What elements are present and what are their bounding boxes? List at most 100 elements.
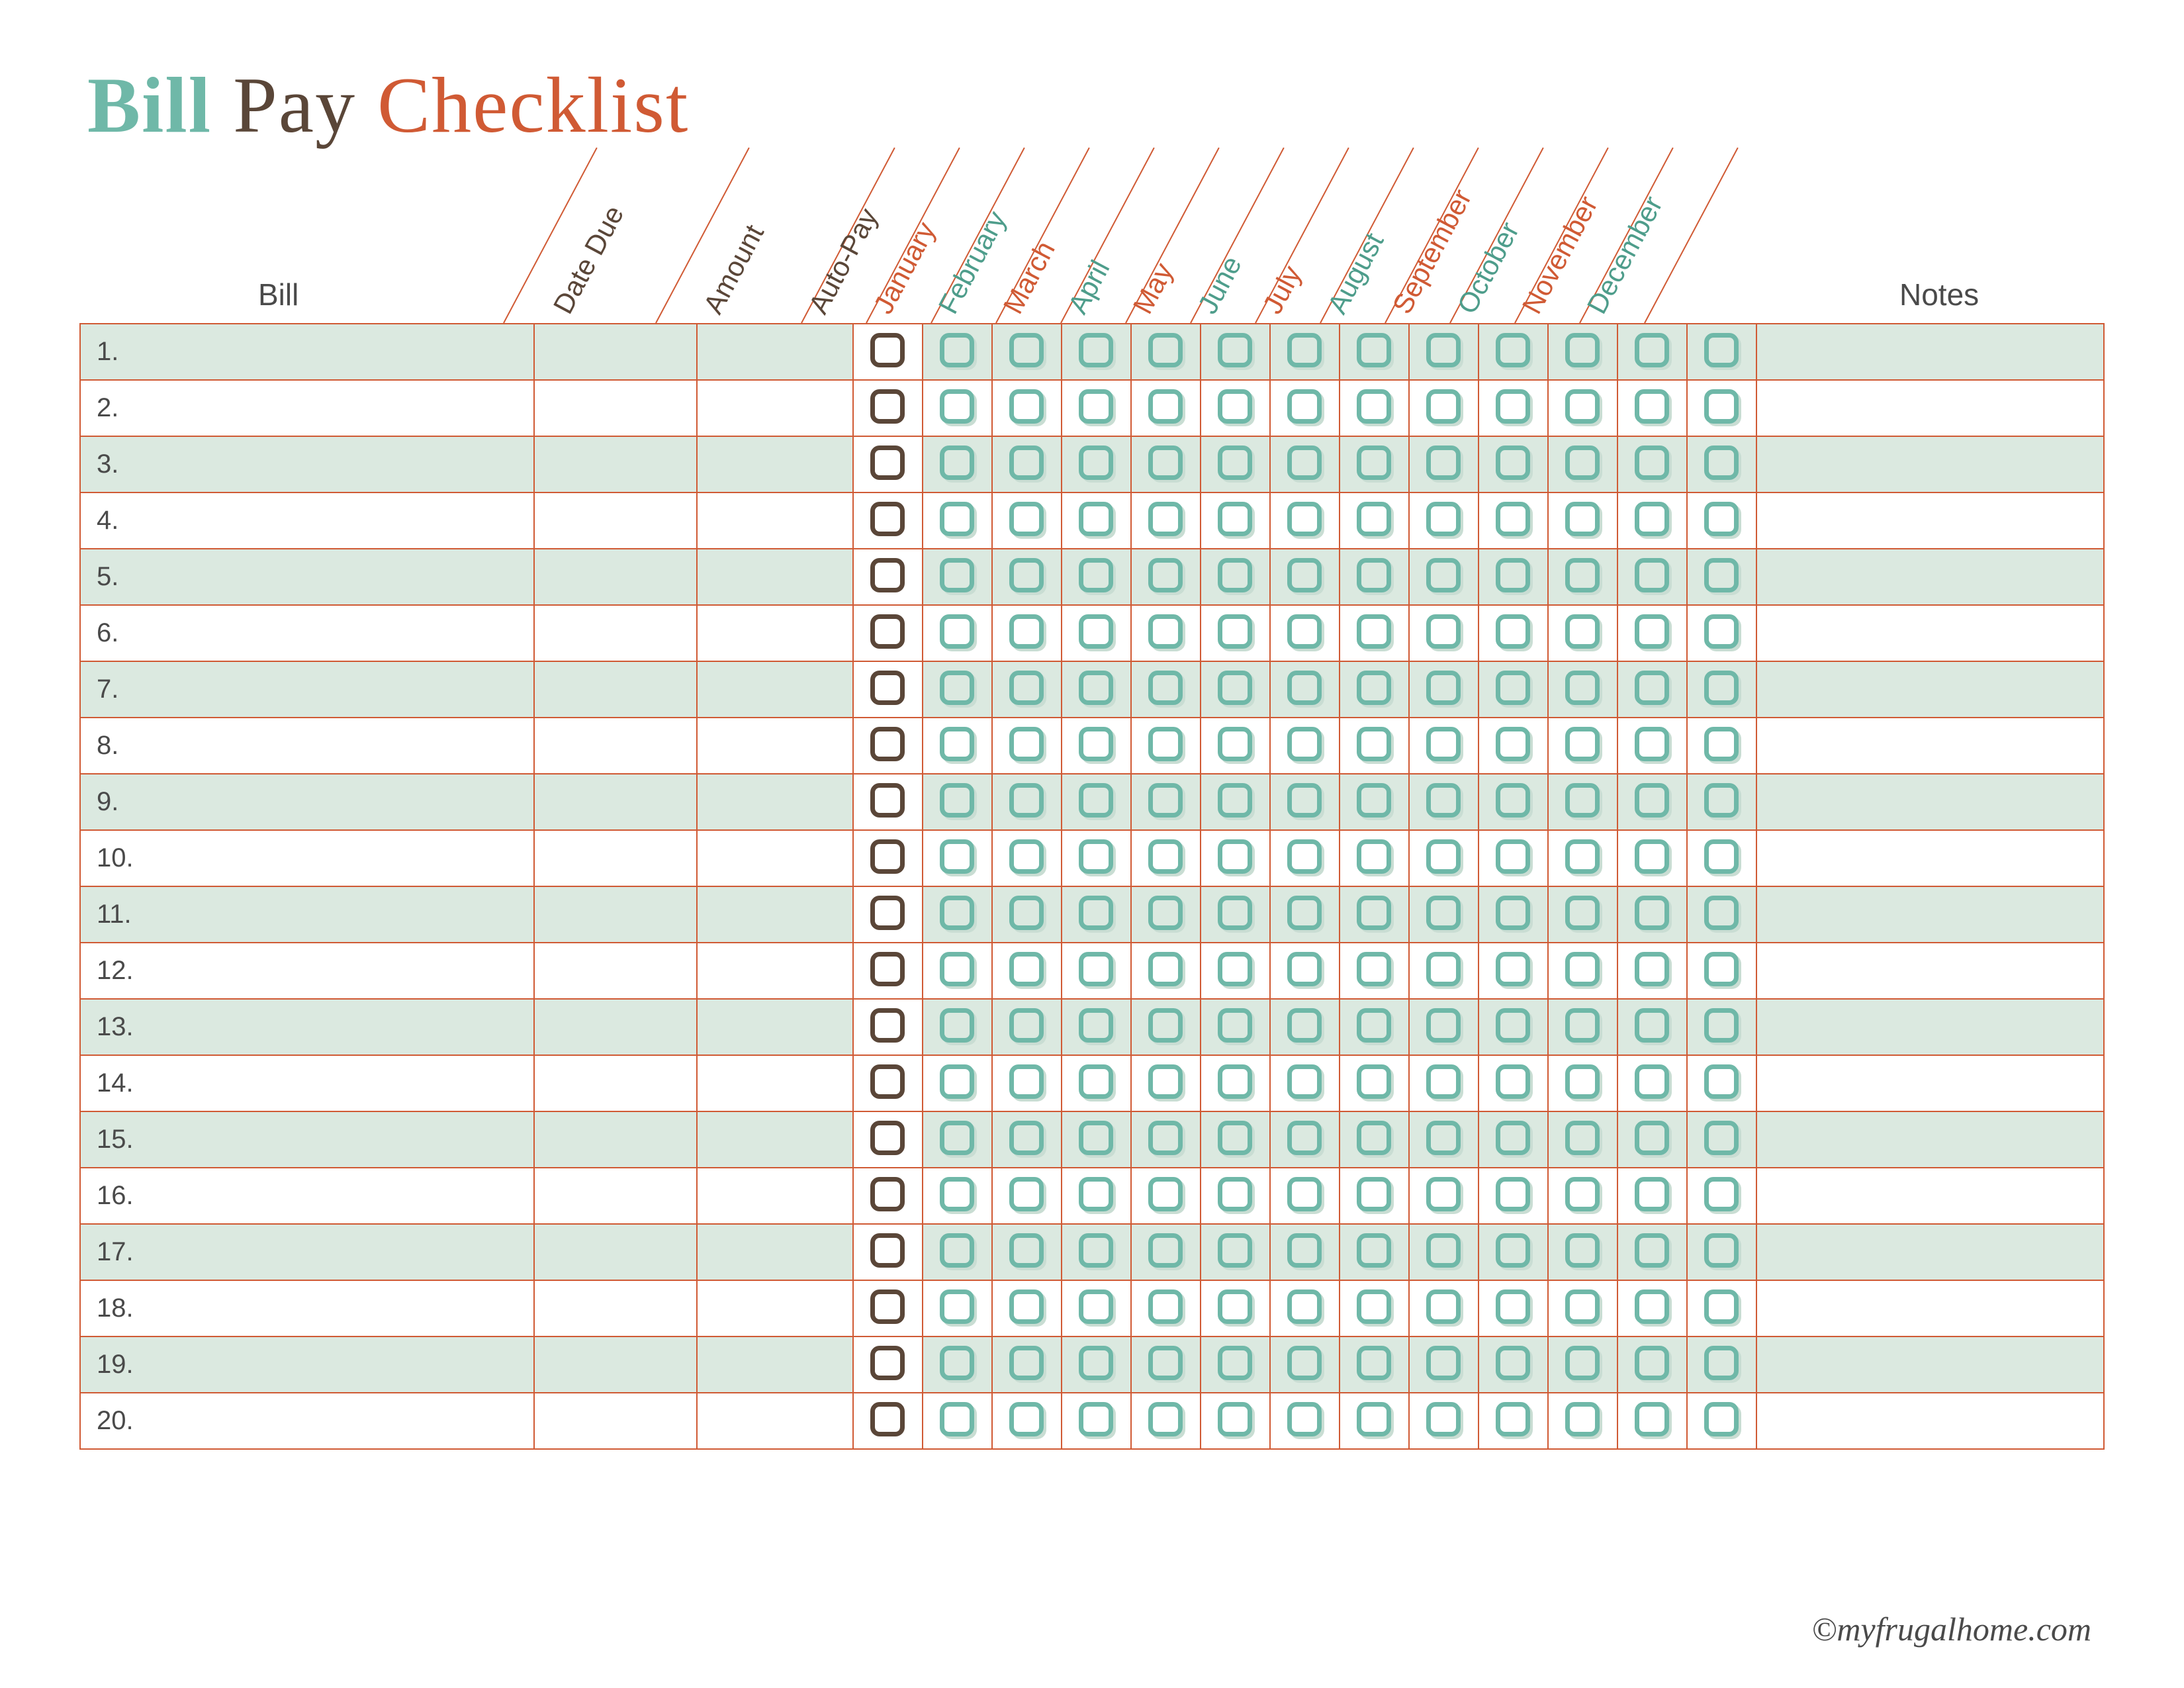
- cell-bill[interactable]: 4.: [80, 492, 534, 549]
- cell-month-october[interactable]: [1548, 1168, 1617, 1224]
- cell-month-october[interactable]: [1548, 380, 1617, 436]
- cell-bill[interactable]: 7.: [80, 661, 534, 718]
- cell-month-july[interactable]: [1340, 1336, 1409, 1393]
- cell-notes[interactable]: [1756, 1336, 2104, 1393]
- cell-month-august[interactable]: [1409, 661, 1479, 718]
- cell-month-february[interactable]: [992, 943, 1062, 999]
- cell-date-due[interactable]: [534, 605, 697, 661]
- cell-month-june[interactable]: [1270, 718, 1340, 774]
- cell-month-july[interactable]: [1340, 605, 1409, 661]
- cell-month-july[interactable]: [1340, 324, 1409, 380]
- cell-month-april[interactable]: [1131, 943, 1201, 999]
- cell-month-december[interactable]: [1687, 886, 1756, 943]
- cell-month-june[interactable]: [1270, 999, 1340, 1055]
- cell-month-july[interactable]: [1340, 380, 1409, 436]
- cell-month-march[interactable]: [1062, 1168, 1131, 1224]
- cell-month-april[interactable]: [1131, 1393, 1201, 1449]
- cell-month-august[interactable]: [1409, 943, 1479, 999]
- cell-autopay[interactable]: [853, 661, 923, 718]
- cell-month-april[interactable]: [1131, 718, 1201, 774]
- cell-month-december[interactable]: [1687, 718, 1756, 774]
- cell-amount[interactable]: [697, 718, 853, 774]
- cell-month-september[interactable]: [1479, 1168, 1548, 1224]
- cell-month-february[interactable]: [992, 1055, 1062, 1111]
- cell-month-september[interactable]: [1479, 605, 1548, 661]
- cell-month-june[interactable]: [1270, 774, 1340, 830]
- cell-month-september[interactable]: [1479, 1055, 1548, 1111]
- cell-month-august[interactable]: [1409, 1055, 1479, 1111]
- cell-month-august[interactable]: [1409, 324, 1479, 380]
- cell-month-march[interactable]: [1062, 1280, 1131, 1336]
- cell-bill[interactable]: 12.: [80, 943, 534, 999]
- cell-amount[interactable]: [697, 943, 853, 999]
- cell-month-october[interactable]: [1548, 436, 1617, 492]
- cell-month-august[interactable]: [1409, 549, 1479, 605]
- cell-month-july[interactable]: [1340, 830, 1409, 886]
- cell-month-january[interactable]: [923, 999, 992, 1055]
- cell-month-july[interactable]: [1340, 999, 1409, 1055]
- cell-autopay[interactable]: [853, 324, 923, 380]
- cell-month-december[interactable]: [1687, 605, 1756, 661]
- cell-amount[interactable]: [697, 1336, 853, 1393]
- cell-month-february[interactable]: [992, 718, 1062, 774]
- cell-date-due[interactable]: [534, 380, 697, 436]
- cell-month-april[interactable]: [1131, 1224, 1201, 1280]
- cell-bill[interactable]: 14.: [80, 1055, 534, 1111]
- cell-month-january[interactable]: [923, 1280, 992, 1336]
- cell-month-september[interactable]: [1479, 1393, 1548, 1449]
- cell-month-may[interactable]: [1201, 324, 1270, 380]
- cell-month-march[interactable]: [1062, 549, 1131, 605]
- cell-notes[interactable]: [1756, 886, 2104, 943]
- cell-month-january[interactable]: [923, 605, 992, 661]
- cell-month-june[interactable]: [1270, 1393, 1340, 1449]
- cell-month-august[interactable]: [1409, 436, 1479, 492]
- cell-month-march[interactable]: [1062, 1111, 1131, 1168]
- cell-month-may[interactable]: [1201, 886, 1270, 943]
- cell-date-due[interactable]: [534, 1224, 697, 1280]
- cell-month-february[interactable]: [992, 436, 1062, 492]
- cell-month-november[interactable]: [1617, 830, 1687, 886]
- cell-notes[interactable]: [1756, 492, 2104, 549]
- cell-bill[interactable]: 20.: [80, 1393, 534, 1449]
- cell-month-august[interactable]: [1409, 1111, 1479, 1168]
- cell-month-may[interactable]: [1201, 661, 1270, 718]
- cell-month-february[interactable]: [992, 324, 1062, 380]
- cell-month-june[interactable]: [1270, 1168, 1340, 1224]
- cell-month-may[interactable]: [1201, 1224, 1270, 1280]
- cell-month-june[interactable]: [1270, 492, 1340, 549]
- cell-notes[interactable]: [1756, 1224, 2104, 1280]
- cell-month-november[interactable]: [1617, 380, 1687, 436]
- cell-month-may[interactable]: [1201, 1111, 1270, 1168]
- cell-month-august[interactable]: [1409, 1393, 1479, 1449]
- cell-month-may[interactable]: [1201, 943, 1270, 999]
- cell-month-april[interactable]: [1131, 549, 1201, 605]
- cell-amount[interactable]: [697, 830, 853, 886]
- cell-month-september[interactable]: [1479, 380, 1548, 436]
- cell-month-february[interactable]: [992, 661, 1062, 718]
- cell-amount[interactable]: [697, 886, 853, 943]
- cell-month-march[interactable]: [1062, 380, 1131, 436]
- cell-month-may[interactable]: [1201, 1280, 1270, 1336]
- cell-notes[interactable]: [1756, 1280, 2104, 1336]
- cell-month-may[interactable]: [1201, 1393, 1270, 1449]
- cell-month-july[interactable]: [1340, 1055, 1409, 1111]
- cell-notes[interactable]: [1756, 324, 2104, 380]
- cell-month-may[interactable]: [1201, 774, 1270, 830]
- cell-date-due[interactable]: [534, 830, 697, 886]
- cell-month-august[interactable]: [1409, 718, 1479, 774]
- cell-month-october[interactable]: [1548, 549, 1617, 605]
- cell-month-april[interactable]: [1131, 492, 1201, 549]
- cell-month-july[interactable]: [1340, 1168, 1409, 1224]
- cell-date-due[interactable]: [534, 999, 697, 1055]
- cell-month-april[interactable]: [1131, 886, 1201, 943]
- cell-autopay[interactable]: [853, 774, 923, 830]
- cell-month-february[interactable]: [992, 1280, 1062, 1336]
- cell-month-april[interactable]: [1131, 661, 1201, 718]
- cell-month-june[interactable]: [1270, 886, 1340, 943]
- cell-month-august[interactable]: [1409, 1336, 1479, 1393]
- cell-amount[interactable]: [697, 1168, 853, 1224]
- cell-amount[interactable]: [697, 1224, 853, 1280]
- cell-month-january[interactable]: [923, 661, 992, 718]
- cell-date-due[interactable]: [534, 1280, 697, 1336]
- cell-month-september[interactable]: [1479, 943, 1548, 999]
